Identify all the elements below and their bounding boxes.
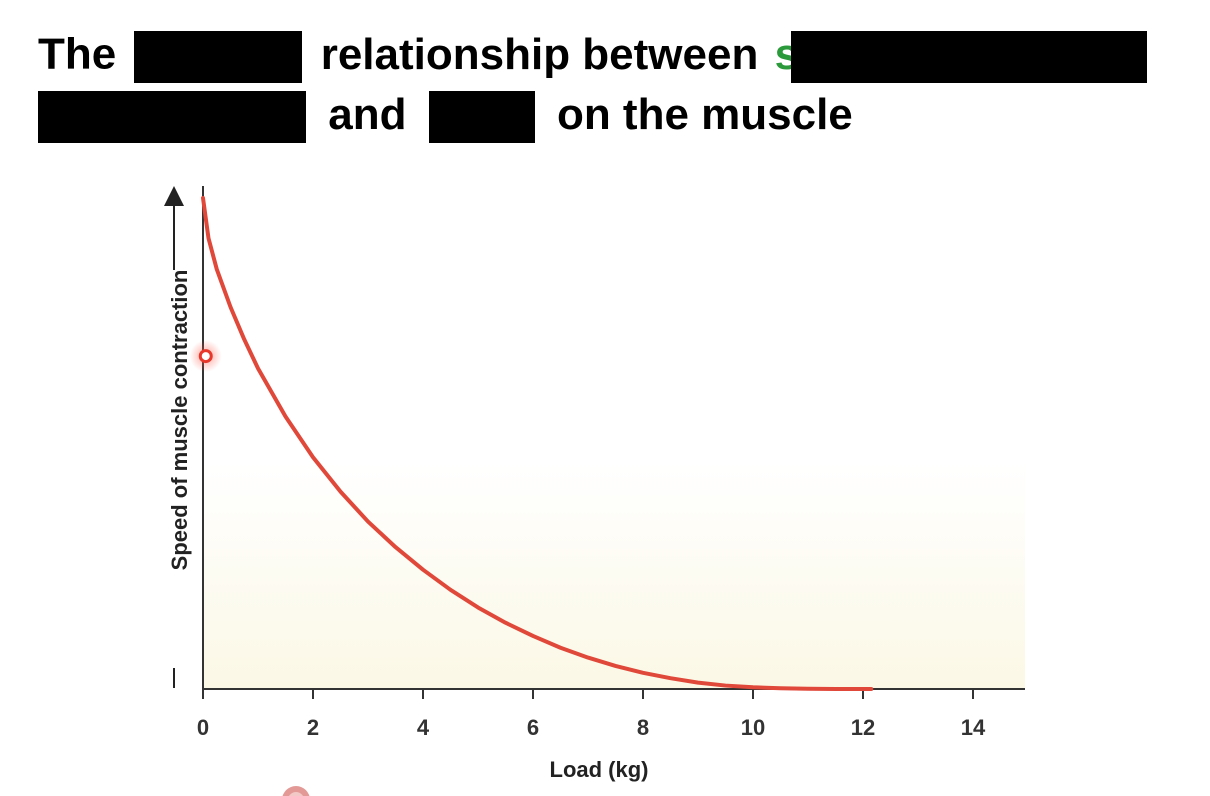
x-tick-label: 14 <box>961 715 986 740</box>
markers-layer <box>189 340 222 373</box>
x-tick-label: 2 <box>307 715 319 740</box>
x-tick-label: 12 <box>851 715 875 740</box>
title-word-the: The <box>38 29 117 79</box>
x-ticks <box>202 689 974 699</box>
redaction-block <box>791 31 1148 83</box>
y-axis-title: Speed of muscle contraction <box>167 270 192 571</box>
redaction-block <box>428 91 535 143</box>
title-phrase-on-the-muscle: on the muscle <box>556 89 853 139</box>
redaction-block <box>134 31 303 83</box>
y-axis-title-group: Speed of muscle contraction <box>167 270 192 571</box>
plot-area-fill <box>203 188 1025 688</box>
x-tick-label: 6 <box>527 715 539 740</box>
x-tick-label: 4 <box>417 715 430 740</box>
x-tick-labels: 0 2 4 6 8 10 12 14 <box>197 715 986 740</box>
title-phrase-relationship: relationship between <box>320 29 759 79</box>
x-tick-label: 10 <box>741 715 765 740</box>
x-tick-label: 0 <box>197 715 209 740</box>
x-tick-label: 8 <box>637 715 649 740</box>
title-line-2: and on the muscle <box>38 91 853 143</box>
redaction-block <box>38 91 306 143</box>
x-axis-title: Load (kg) <box>550 757 649 782</box>
data-point-marker <box>198 349 213 364</box>
partial-icon-bottom <box>282 786 310 796</box>
series-curve <box>201 196 874 691</box>
title-word-and: and <box>328 89 407 139</box>
title-line-1: The relationship between s <box>38 29 1148 83</box>
